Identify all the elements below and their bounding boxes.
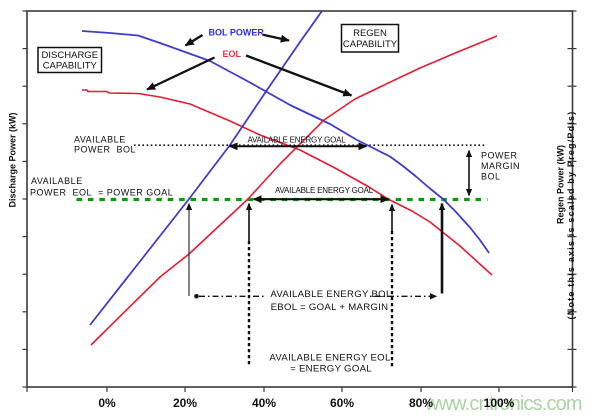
svg-text:0%: 0% [98, 396, 116, 410]
svg-text:AVAILABLE: AVAILABLE [31, 176, 83, 186]
svg-text:AVAILABLE ENERGY BOL: AVAILABLE ENERGY BOL [270, 289, 392, 300]
svg-text:100%: 100% [484, 396, 515, 410]
svg-text:Discharge Power (kW): Discharge Power (kW) [8, 112, 18, 207]
svg-text:EBOL = GOAL + MARGIN: EBOL = GOAL + MARGIN [271, 302, 389, 313]
svg-text:BOL POWER: BOL POWER [209, 28, 265, 38]
svg-text:MARGIN: MARGIN [481, 161, 520, 171]
svg-text:CAPABILITY: CAPABILITY [43, 61, 98, 72]
svg-text:DISCHARGE: DISCHARGE [42, 50, 98, 61]
svg-text:40%: 40% [252, 396, 276, 410]
svg-text:POWER BOL: POWER BOL [74, 144, 136, 154]
svg-text:60%: 60% [330, 396, 354, 410]
svg-text:BOL: BOL [481, 172, 501, 182]
svg-text:POWER EOL = POWER GOAL: POWER EOL = POWER GOAL [30, 187, 173, 197]
svg-text:POWER: POWER [481, 151, 518, 161]
svg-text:AVAILABLE ENERGY GOAL: AVAILABLE ENERGY GOAL [247, 135, 346, 144]
svg-text:AVAILABLE ENERGY GOAL: AVAILABLE ENERGY GOAL [275, 186, 374, 195]
svg-text:EOL: EOL [223, 49, 242, 59]
svg-text:80%: 80% [409, 396, 433, 410]
svg-text:www.cntronics.com: www.cntronics.com [424, 393, 582, 415]
svg-text:Regen Power (kW): Regen Power (kW) [556, 145, 566, 224]
svg-text:AVAILABLE ENERGY EOL: AVAILABLE ENERGY EOL [269, 353, 391, 364]
svg-text:AVAILABLE: AVAILABLE [74, 134, 126, 144]
svg-text:(Note this axis is scaled by P: (Note this axis is scaled by Preg/Pdis) [566, 111, 576, 320]
svg-text:20%: 20% [173, 396, 197, 410]
svg-text:= ENERGY GOAL: = ENERGY GOAL [290, 364, 372, 375]
svg-text:CAPABILITY: CAPABILITY [343, 39, 398, 50]
svg-text:REGEN: REGEN [353, 28, 387, 39]
